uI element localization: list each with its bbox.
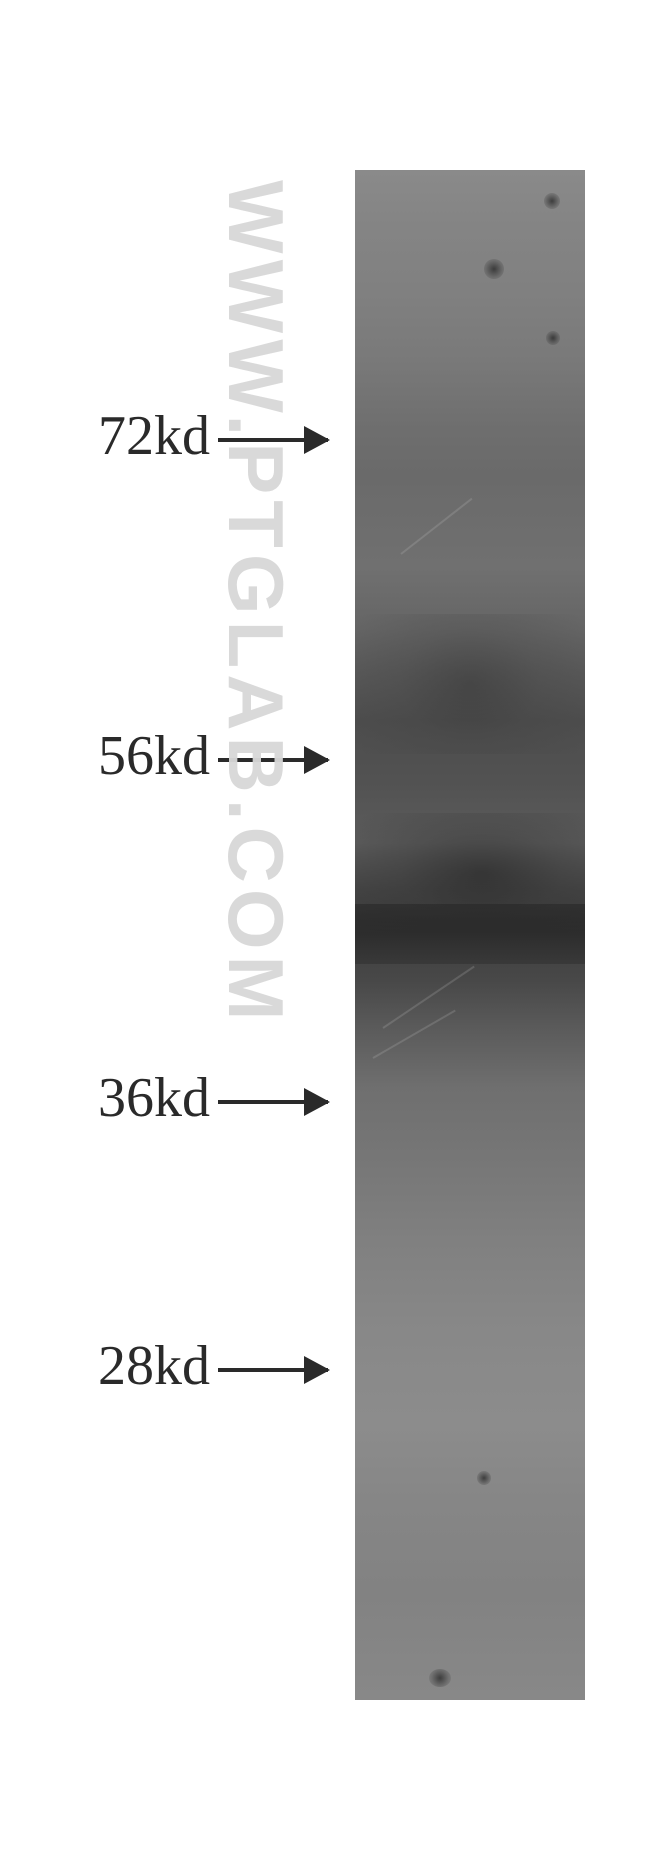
mw-marker-arrow [218,1368,328,1372]
blot-scratch [382,965,474,1028]
blot-scratch [400,497,472,554]
blot-artifact-spot [477,1471,491,1485]
blot-artifact-spot [544,193,560,209]
blot-artifact-spot [546,331,560,345]
blot-scratch [373,1010,456,1059]
blot-artifact-spot [429,1669,451,1687]
blot-figure: WWW.PTGLAB.COM 72kd 56kd 36kd 28kd [0,0,650,1855]
mw-marker-label: 36kd [30,1066,210,1130]
mw-marker-arrow [218,1100,328,1104]
blot-artifact-spot [484,259,504,279]
watermark-text: WWW.PTGLAB.COM [210,180,301,1027]
mw-marker-label: 72kd [30,404,210,468]
blot-band [355,614,585,754]
mw-marker-label: 28kd [30,1334,210,1398]
mw-marker-label: 56kd [30,724,210,788]
blot-band [355,904,585,964]
blot-lane [355,170,585,1700]
